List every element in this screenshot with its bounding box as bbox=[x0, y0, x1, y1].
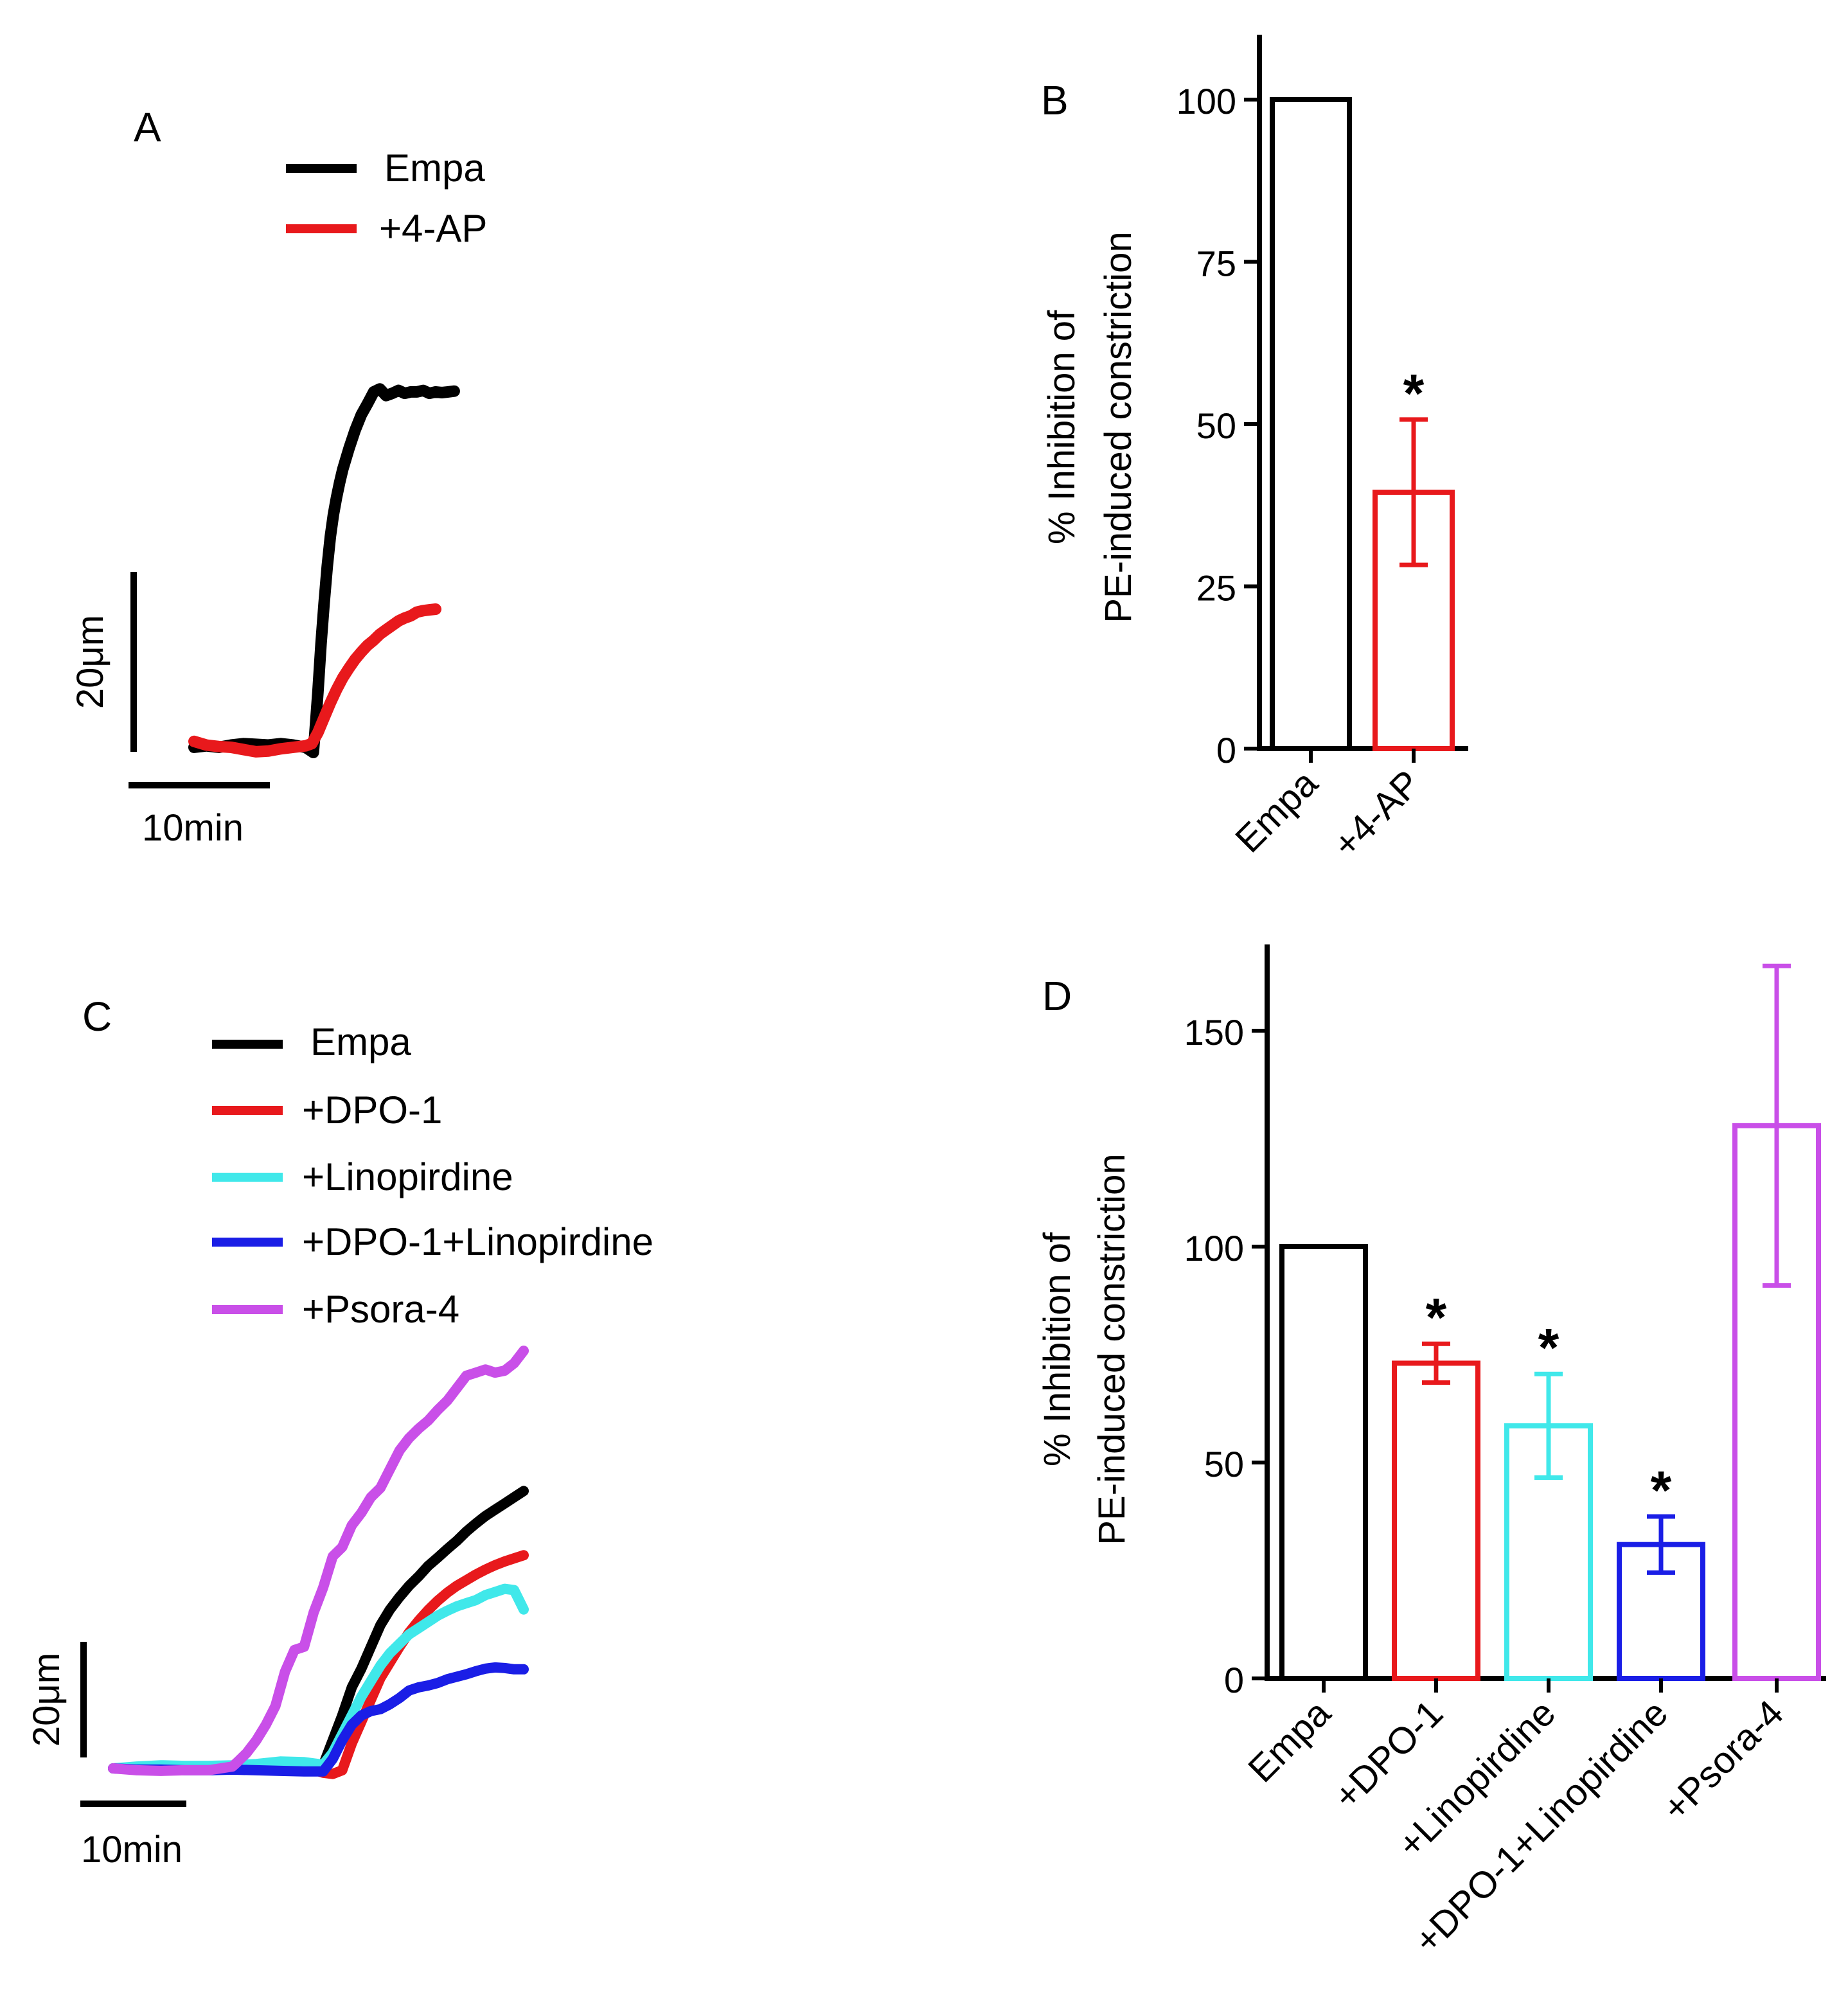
panel-c-letter: C bbox=[82, 993, 112, 1040]
panel-d-y-tick-label: 150 bbox=[1184, 1012, 1244, 1053]
panel-b-y-tick-label: 75 bbox=[1196, 244, 1236, 284]
panel-c-line-psora-4 bbox=[108, 1346, 529, 1776]
legend-c-label-empa: Empa bbox=[310, 1020, 411, 1063]
legend-c-label-linopirdine: +Linopirdine bbox=[302, 1155, 513, 1198]
panel-b-letter: B bbox=[1041, 77, 1069, 123]
panel-d-significance-dpo-1-linopirdine: * bbox=[1651, 1460, 1672, 1520]
panel-a-scalebar-vertical-label: 20μm bbox=[69, 615, 111, 709]
panel-b-bar-empa bbox=[1270, 97, 1352, 751]
panel-b-significance-4-ap: * bbox=[1403, 363, 1425, 423]
panel-c-lines bbox=[108, 1346, 529, 1779]
panel-b-y-tick-label: 25 bbox=[1196, 568, 1236, 609]
panel-d-category-label-psora-4: +Psora-4 bbox=[1655, 1692, 1792, 1829]
panel-c-line-empa bbox=[108, 1486, 529, 1774]
panel-b-y-axis-label-line1: % Inhibition of bbox=[1041, 310, 1083, 544]
panel-c-line-dpo-1-linopirdine bbox=[108, 1662, 529, 1777]
panel-c: C Empa +DPO-1 +Linopirdine +DPO-1+Linopi… bbox=[26, 993, 653, 1871]
panel-a-line-4-ap bbox=[188, 603, 441, 758]
panel-a-scalebar-horizontal-label: 10min bbox=[142, 807, 244, 849]
panel-a-letter: A bbox=[134, 104, 161, 150]
panel-b-y-axis-label-line2: PE-induced constriction bbox=[1097, 231, 1139, 623]
panel-d-y-axis-label-line1: % Inhibition of bbox=[1036, 1232, 1078, 1466]
legend-c-label-psora4: +Psora-4 bbox=[302, 1288, 459, 1331]
panel-d-bar-chart: 0 50 100 150 % Inhibition of PE-induced const… bbox=[1036, 944, 1826, 1962]
panel-a-line-empa bbox=[188, 383, 460, 758]
panel-b-bar-chart: 0 25 50 75 100 % Inhibition of PE-induced cons… bbox=[1041, 35, 1468, 866]
panel-d-significance-linopirdine: * bbox=[1538, 1317, 1559, 1378]
panel-d-letter: D bbox=[1042, 973, 1072, 1019]
panel-d: D 0 50 100 150 % Inhibition of PE-induced con… bbox=[1036, 944, 1826, 1962]
panel-d-bar-empa bbox=[1279, 1244, 1368, 1681]
legend-c-label-dpo1: +DPO-1 bbox=[302, 1089, 442, 1132]
panel-b-category-label-empa: Empa bbox=[1227, 762, 1326, 861]
panel-b-y-tick-label: 0 bbox=[1216, 730, 1236, 770]
panel-b: B 0 25 50 75 100 % Inhibition of PE-induced co… bbox=[1041, 35, 1468, 866]
panel-a: A Empa +4-AP 20μm 10min bbox=[69, 104, 487, 849]
legend-c-label-dpo1-linopirdine: +DPO-1+Linopirdine bbox=[302, 1220, 653, 1263]
panel-d-y-axis-label-line2: PE-induced constriction bbox=[1091, 1153, 1133, 1545]
panel-c-scalebar-vertical-label: 20μm bbox=[26, 1653, 67, 1747]
panel-d-y-tick-label: 100 bbox=[1184, 1228, 1244, 1268]
panel-c-scalebar-horizontal-label: 10min bbox=[81, 1829, 182, 1871]
panel-b-y-tick-label: 100 bbox=[1177, 81, 1236, 121]
panel-d-y-tick-label: 0 bbox=[1224, 1660, 1244, 1700]
panel-d-category-label-empa: Empa bbox=[1240, 1692, 1339, 1791]
panel-b-y-tick-label: 50 bbox=[1196, 405, 1236, 446]
panel-d-y-tick-label: 50 bbox=[1204, 1444, 1244, 1484]
panel-a-lines bbox=[188, 383, 460, 758]
legend-a-label-4ap: +4-AP bbox=[379, 207, 487, 250]
panel-b-category-label-4-ap: +4-AP bbox=[1325, 762, 1428, 866]
panel-d-bar-dpo-1 bbox=[1392, 1360, 1480, 1681]
legend-a-label-empa: Empa bbox=[384, 147, 485, 190]
panel-d-significance-dpo-1: * bbox=[1426, 1287, 1447, 1347]
